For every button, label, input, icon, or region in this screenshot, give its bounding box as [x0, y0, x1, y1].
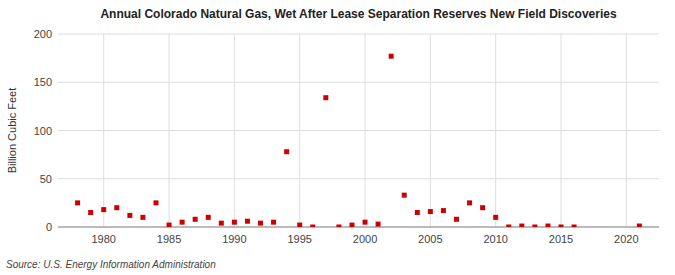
point	[88, 210, 93, 215]
x-grid-line	[626, 34, 627, 227]
grid	[58, 34, 659, 227]
y-tick-label: 0	[46, 221, 52, 233]
point	[637, 224, 642, 227]
point	[480, 205, 485, 210]
point	[245, 219, 250, 224]
x-tick-label: 2000	[353, 233, 377, 245]
y-grid-line	[58, 227, 659, 228]
point	[349, 223, 354, 227]
x-tick-label: 1995	[287, 233, 311, 245]
point	[297, 223, 302, 227]
y-grid-line	[58, 82, 659, 83]
x-tick-label: 1980	[91, 233, 115, 245]
point	[428, 209, 433, 214]
y-axis-label: Billion Cubic Feet	[6, 88, 18, 174]
point	[101, 207, 106, 212]
y-tick-label: 100	[34, 125, 52, 137]
x-tick-label: 2020	[614, 233, 638, 245]
point	[193, 217, 198, 222]
point	[206, 215, 211, 220]
x-grid-line	[561, 34, 562, 227]
y-tick-label: 50	[40, 173, 52, 185]
point	[454, 217, 459, 222]
point	[310, 225, 315, 228]
point	[127, 213, 132, 218]
x-grid-line	[299, 34, 300, 227]
point	[232, 220, 237, 225]
x-grid-line	[365, 34, 366, 227]
point	[402, 193, 407, 198]
point	[376, 222, 381, 227]
tick-labels: 0 50 100 150 200 1980 1985 1990 1995 2000 2005 2010…	[34, 28, 639, 245]
x-grid-line	[234, 34, 235, 227]
point	[336, 225, 341, 228]
source: Source: U.S. Energy Information Administ…	[6, 259, 216, 270]
y-tick-label: 150	[34, 76, 52, 88]
x-tick-label: 2005	[418, 233, 442, 245]
y-grid-line	[58, 178, 659, 179]
x-tick-label: 1990	[222, 233, 246, 245]
x-grid-line	[169, 34, 170, 227]
point	[506, 225, 511, 228]
point	[519, 224, 524, 227]
x-tick-label: 2010	[483, 233, 507, 245]
point	[545, 224, 550, 227]
point	[493, 215, 498, 220]
point	[271, 220, 276, 225]
point	[572, 225, 577, 228]
point	[219, 221, 224, 226]
point	[114, 205, 119, 210]
point	[389, 54, 394, 59]
y-grid-line	[58, 34, 659, 35]
x-axis-line	[58, 227, 659, 228]
point	[258, 221, 263, 226]
point	[441, 208, 446, 213]
point	[467, 200, 472, 205]
points	[75, 54, 642, 227]
point	[140, 215, 145, 220]
point	[167, 223, 172, 227]
chart: 0 50 100 150 200 1980 1985 1990 1995 2000 2005 2010…	[0, 0, 675, 275]
point	[284, 149, 289, 154]
x-tick-label: 2015	[549, 233, 573, 245]
point	[153, 200, 158, 205]
point	[415, 210, 420, 215]
x-grid-line	[495, 34, 496, 227]
x-tick-label: 1985	[157, 233, 181, 245]
x-grid-line	[103, 34, 104, 227]
point	[323, 95, 328, 100]
y-grid-line	[58, 130, 659, 131]
point	[532, 225, 537, 228]
y-tick-label: 200	[34, 28, 52, 40]
point	[559, 225, 564, 228]
x-grid-line	[430, 34, 431, 227]
point	[180, 220, 185, 225]
point	[75, 200, 80, 205]
point	[363, 220, 368, 225]
title: Annual Colorado Natural Gas, Wet After L…	[100, 7, 616, 21]
